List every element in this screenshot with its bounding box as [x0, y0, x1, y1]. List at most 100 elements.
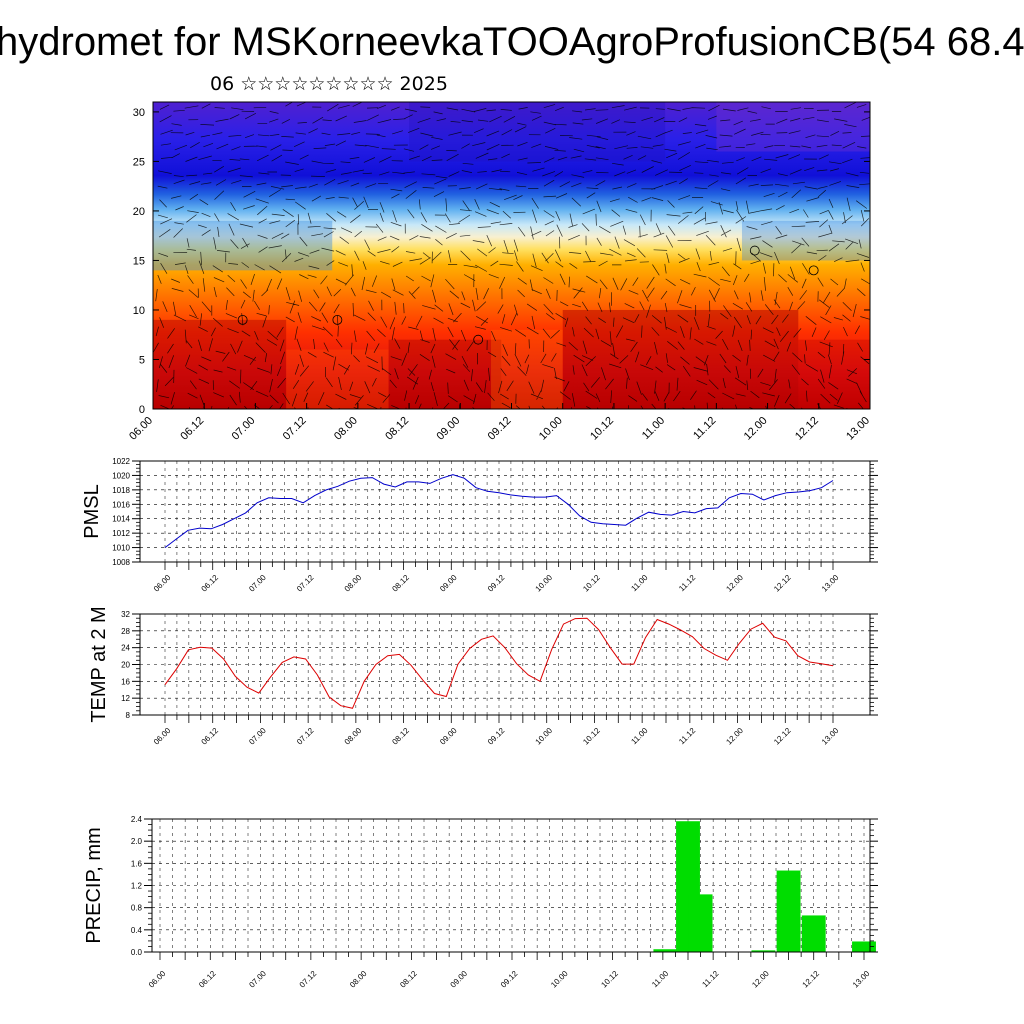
temp-series-line: [164, 617, 834, 709]
precip-xtick-label: 10.12: [599, 969, 620, 990]
pmsl-xtick-label: 10.00: [534, 573, 555, 594]
pmsl-xtick-label: 06.12: [200, 573, 221, 594]
pmsl-series-line: [164, 474, 834, 548]
calm-marker-0: [237, 314, 248, 325]
field-shade-0: [153, 319, 287, 409]
field-xtick-label: 12.12: [793, 415, 821, 443]
field-xtick-label: 12.00: [742, 415, 770, 443]
temp-ytick-label: 16: [121, 677, 130, 686]
field-xtick-label: 09.00: [434, 415, 462, 443]
precip-bar-2: [688, 894, 713, 952]
pmsl-xtick-label: 08.12: [390, 573, 411, 594]
temp-panel: 8 12 16 20 24 28 32 06.00 06.12 07.00 07.12 08.00 08…: [88, 606, 878, 747]
field-xtick-label: 09.12: [486, 415, 514, 443]
precip-ytick-label: 0.4: [131, 926, 143, 935]
pmsl-xtick-label: 09.00: [438, 573, 459, 594]
precip-xtick-label: 10.00: [549, 969, 570, 990]
precip-xtick-label: 07.12: [298, 969, 319, 990]
pmsl-xtick-label: 13.00: [820, 573, 841, 594]
pmsl-xtick-label: 10.12: [581, 573, 602, 594]
chart-title: hydromet for MSKorneevkaTOOAgroProfusion…: [0, 18, 1024, 66]
field-xtick-label: 06.12: [178, 415, 206, 443]
field-xtick-label: 13.00: [844, 415, 872, 443]
field-xtick-label: 07.00: [230, 415, 258, 443]
pmsl-frame: [139, 460, 871, 563]
pmsl-ytick-label: 1020: [112, 471, 130, 480]
field-ytick-label: 20: [133, 206, 145, 218]
pmsl-xtick-label: 07.12: [295, 573, 316, 594]
field-xtick-label: 10.00: [537, 415, 565, 443]
pmsl-ytick-label: 1018: [112, 486, 130, 495]
pmsl-ytick-label: 1016: [112, 500, 130, 509]
pmsl-xtick-label: 11.00: [629, 573, 649, 593]
precip-xtick-label: 09.12: [499, 969, 520, 990]
temp-xtick-label: 08.12: [390, 726, 411, 747]
precip-ytick-label: 1.6: [131, 859, 143, 868]
field-ytick-label: 15: [133, 255, 145, 267]
precip-xtick-label: 11.12: [700, 969, 720, 989]
chart-subtitle: 06 ☆☆☆☆☆☆☆☆☆ 2025: [210, 73, 448, 95]
field-xtick-label: 10.12: [588, 415, 616, 443]
temp-xtick-label: 11.00: [629, 726, 649, 746]
pmsl-ytick-label: 1008: [112, 558, 130, 567]
field-shade-8: [409, 102, 666, 162]
field-xtick-label: 07.12: [281, 415, 309, 443]
precip-xtick-label: 09.00: [449, 969, 470, 990]
precip-xtick-label: 12.00: [750, 969, 771, 990]
precip-bar-4: [776, 870, 801, 952]
temp-xtick-label: 12.12: [772, 726, 793, 747]
precip-ytick-label: 2.0: [131, 837, 143, 846]
calm-marker-3: [749, 245, 760, 256]
precip-bar-6: [852, 941, 876, 952]
temp-xtick-label: 06.00: [152, 726, 173, 747]
precip-xtick-label: 06.00: [147, 969, 168, 990]
precip-ytick-label: 1.2: [131, 882, 143, 891]
field-ytick-label: 25: [133, 156, 145, 168]
precip-ylabel: PRECIP, mm: [83, 827, 105, 943]
field-ytick-label: 30: [133, 107, 145, 119]
calm-marker-1: [332, 314, 343, 325]
calm-marker-4: [808, 265, 819, 276]
field-shade-3: [798, 339, 870, 409]
temp-ylabel: TEMP at 2 M: [88, 606, 110, 722]
precip-xtick-label: 06.12: [197, 969, 218, 990]
temp-ytick-label: 12: [121, 694, 130, 703]
field-xtick-label: 06.00: [127, 415, 155, 443]
temp-xtick-label: 11.12: [677, 726, 697, 746]
precip-panel: 0.0 0.4 0.8 1.2 1.6 2.0 2.4 06.00 06.12 07.00 07.1…: [83, 815, 878, 990]
pmsl-xtick-label: 06.00: [152, 573, 173, 594]
temp-xtick-label: 08.00: [343, 726, 364, 747]
temp-ytick-label: 24: [121, 644, 130, 653]
precip-xtick-label: 08.00: [348, 969, 369, 990]
field-ytick-label: 5: [139, 354, 145, 366]
pmsl-xtick-label: 12.00: [724, 573, 745, 594]
field-shade-6: [153, 220, 333, 271]
precip-ytick-label: 0.8: [131, 904, 143, 913]
temp-xtick-label: 13.00: [820, 726, 841, 747]
temp-xtick-label: 10.00: [534, 726, 555, 747]
pmsl-panel: 1008 1010 1012 1014 1016 1018 1020 1022 06.00 06.…: [81, 457, 878, 594]
precip-ytick-label: 2.4: [131, 815, 143, 824]
pmsl-xtick-label: 08.00: [343, 573, 364, 594]
pmsl-xtick-label: 12.12: [772, 573, 793, 594]
wind-streamlines: [153, 102, 870, 409]
pmsl-ylabel: PMSL: [81, 484, 103, 538]
temp-xtick-label: 07.00: [247, 726, 268, 747]
field-xtick-label: 11.12: [691, 415, 718, 442]
field-xtick-label: 08.12: [383, 415, 411, 443]
field-shade-2: [562, 309, 799, 409]
precip-xtick-label: 12.12: [801, 969, 822, 990]
pmsl-ytick-label: 1014: [112, 515, 130, 524]
pmsl-xtick-label: 07.00: [247, 573, 268, 594]
precip-xtick-label: 07.00: [247, 969, 268, 990]
temp-xtick-label: 09.00: [438, 726, 459, 747]
pmsl-ytick-label: 1022: [112, 457, 130, 466]
temp-xtick-label: 07.12: [295, 726, 316, 747]
field-ytick-label: 0: [139, 404, 145, 416]
temp-ytick-label: 8: [126, 711, 131, 720]
pmsl-xtick-label: 11.12: [677, 573, 697, 593]
precip-xtick-label: 11.00: [650, 969, 670, 989]
field-xtick-label: 08.00: [332, 415, 360, 443]
precip-xtick-label: 13.00: [851, 969, 872, 990]
